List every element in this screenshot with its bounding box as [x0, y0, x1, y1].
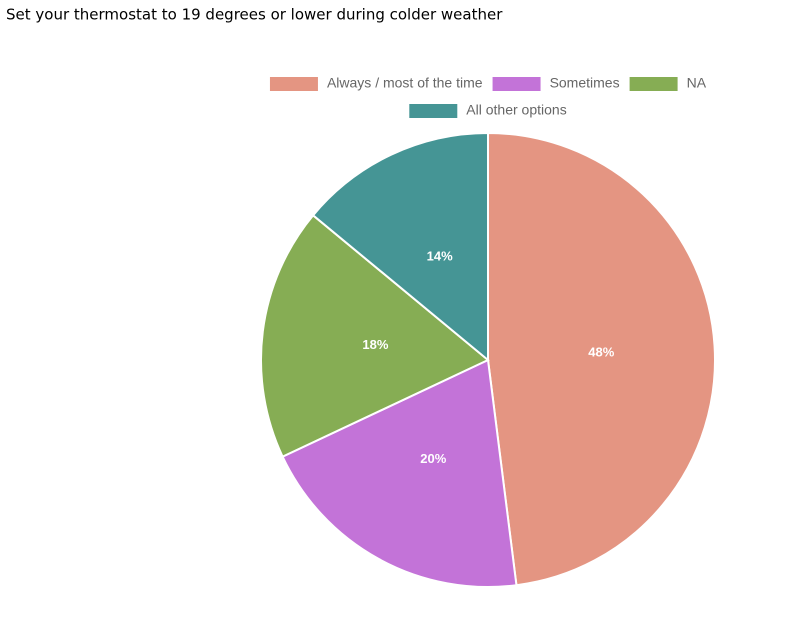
legend-swatch [409, 104, 458, 118]
legend-item: Sometimes [492, 75, 620, 91]
legend-swatch [269, 77, 318, 91]
pie-slice [311, 131, 489, 363]
legend-item: Always / most of the time [269, 75, 483, 91]
slice-label: 48% [588, 344, 614, 359]
legend-swatch [492, 77, 541, 91]
legend-label: All other options [466, 102, 566, 118]
pie-slice [260, 213, 490, 458]
legend-label: Sometimes [550, 75, 620, 91]
pie-slice [281, 358, 518, 588]
legend-label: Always / most of the time [327, 75, 483, 91]
slice-label: 20% [420, 451, 446, 466]
chart-title: Set your thermostat to 19 degrees or low… [6, 6, 503, 24]
legend-item: NA [629, 75, 707, 91]
legend-label: NA [687, 75, 707, 91]
legend-item: All other options [409, 102, 567, 118]
legend-swatch [629, 77, 678, 91]
slice-label: 18% [362, 337, 388, 352]
slice-label: 14% [427, 249, 453, 264]
pie-slice [487, 131, 716, 587]
